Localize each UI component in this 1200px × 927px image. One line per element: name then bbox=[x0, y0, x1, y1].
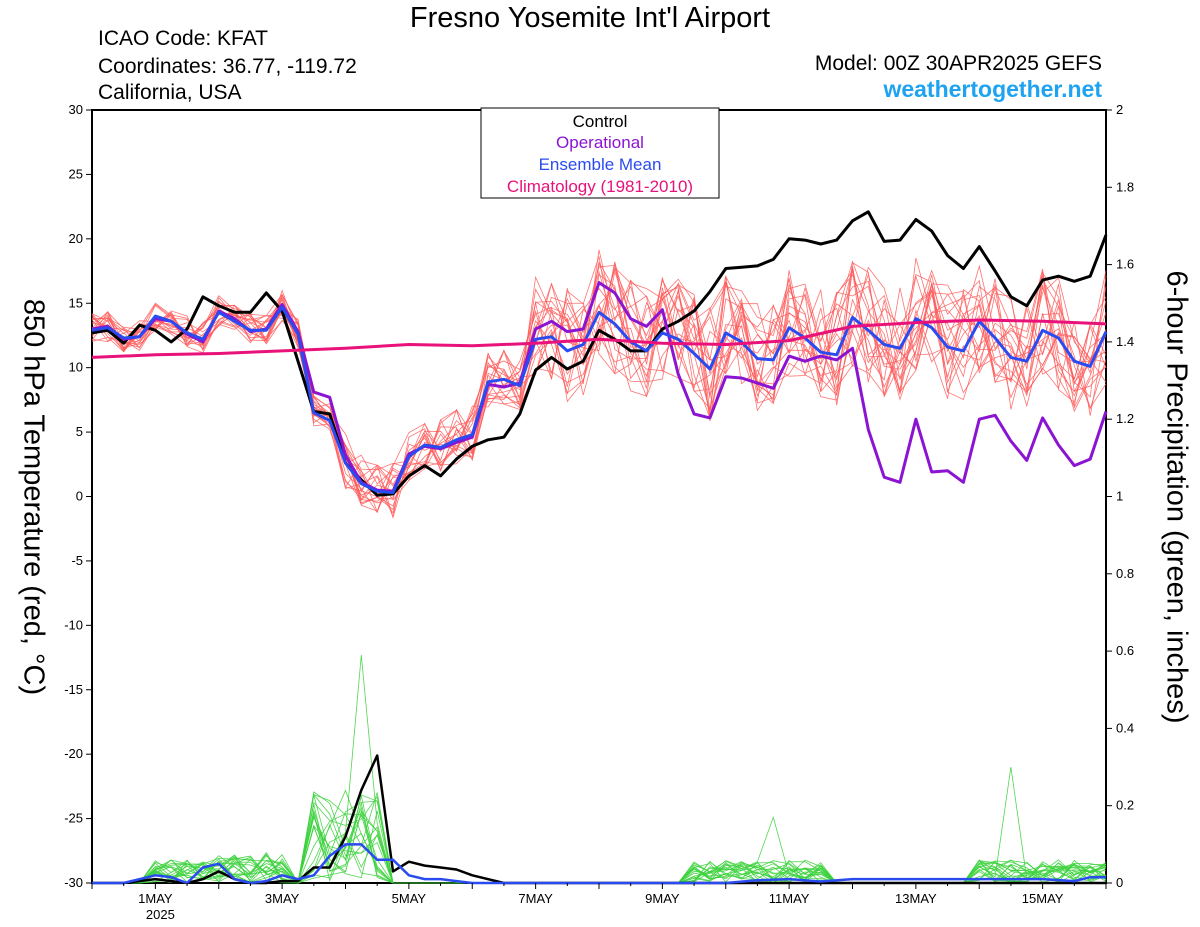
main-series bbox=[91, 210, 1108, 885]
ensemble-members-precipitation bbox=[92, 654, 1107, 885]
y-left-tick-label: -15 bbox=[64, 682, 83, 697]
y-left-tick-label: -20 bbox=[64, 746, 83, 761]
axes: 302520151050-5-10-15-20-25-3021.81.61.41… bbox=[64, 102, 1134, 922]
y-left-tick-label: -30 bbox=[64, 875, 83, 890]
precipitation-member-line bbox=[92, 812, 1107, 884]
y-left-tick-label: 20 bbox=[69, 231, 83, 246]
precipitation-member-line bbox=[92, 654, 1107, 884]
precipitation-member-line bbox=[92, 814, 1107, 884]
y-right-tick-label: 0.4 bbox=[1116, 720, 1134, 735]
y-right-tick-label: 1.2 bbox=[1116, 411, 1134, 426]
y-left-tick-label: 25 bbox=[69, 166, 83, 181]
temperature-member-line bbox=[91, 269, 1107, 491]
y-left-tick-label: -10 bbox=[64, 617, 83, 632]
y-right-tick-label: 0.8 bbox=[1116, 566, 1134, 581]
temperature-member-line bbox=[91, 261, 1107, 507]
legend-climatology: Climatology (1981-2010) bbox=[507, 177, 693, 196]
chart-title: Fresno Yosemite Int'l Airport bbox=[409, 2, 771, 34]
y-left-tick-label: 10 bbox=[69, 360, 83, 375]
x-tick-label: 1MAY bbox=[138, 891, 173, 906]
precipitation-member-line bbox=[92, 833, 1107, 884]
temperature-member-line bbox=[91, 262, 1107, 511]
ensemble-mean-temperature-line bbox=[91, 305, 1108, 495]
y-left-tick-label: 15 bbox=[69, 295, 83, 310]
precipitation-member-line bbox=[92, 810, 1107, 884]
site-link[interactable]: weathertogether.net bbox=[883, 76, 1102, 102]
y-left-tick-label: -5 bbox=[71, 553, 83, 568]
control-temperature-line bbox=[91, 210, 1108, 497]
temperature-member-line bbox=[91, 274, 1107, 498]
temperature-member-line bbox=[91, 261, 1107, 485]
y-left-tick-label: 0 bbox=[76, 489, 83, 504]
legend-ensemble-mean: Ensemble Mean bbox=[539, 155, 662, 174]
y-right-tick-label: 1.4 bbox=[1116, 334, 1134, 349]
legend-box bbox=[480, 107, 720, 199]
precipitation-member-line bbox=[92, 789, 1107, 884]
y-right-tick-label: 0 bbox=[1116, 875, 1123, 890]
y-right-tick-label: 1.8 bbox=[1116, 179, 1134, 194]
temperature-member-line bbox=[91, 264, 1107, 502]
legend-operational: Operational bbox=[556, 133, 644, 152]
ensemble-mean-precipitation-line bbox=[92, 843, 1106, 885]
y-left-tick-label: -25 bbox=[64, 811, 83, 826]
x-tick-label: 15MAY bbox=[1022, 891, 1064, 906]
legend: Control Operational Ensemble Mean Climat… bbox=[480, 107, 720, 199]
climatology-line bbox=[91, 318, 1107, 359]
temperature-member-line bbox=[91, 261, 1107, 501]
precipitation-member-line bbox=[92, 791, 1107, 884]
y-right-tick-label: 1.6 bbox=[1116, 257, 1134, 272]
y-right-tick-label: 0.2 bbox=[1116, 798, 1134, 813]
x-tick-label: 13MAY bbox=[895, 891, 937, 906]
control-precipitation-line bbox=[92, 754, 1106, 885]
coordinates: Coordinates: 36.77, -119.72 bbox=[98, 55, 357, 78]
model-run: Model: 00Z 30APR2025 GEFS bbox=[814, 52, 1102, 75]
y-right-tick-label: 1 bbox=[1116, 489, 1123, 504]
precipitation-member-line bbox=[92, 813, 1107, 884]
x-tick-label: 5MAY bbox=[392, 891, 427, 906]
y-right-tick-label: 0.6 bbox=[1116, 643, 1134, 658]
x-tick-label: 3MAY bbox=[265, 891, 300, 906]
icao-code: ICAO Code: KFAT bbox=[98, 27, 268, 50]
y-left-tick-label: 30 bbox=[69, 102, 83, 117]
y-left-tick-label: 5 bbox=[76, 424, 83, 439]
y-right-tick-label: 2 bbox=[1116, 102, 1123, 117]
x-tick-label: 9MAY bbox=[645, 891, 680, 906]
plot-frame bbox=[91, 109, 1107, 884]
x-tick-label: 11MAY bbox=[769, 891, 810, 906]
x-tick-sublabel: 2025 bbox=[146, 907, 175, 922]
temperature-member-line bbox=[91, 275, 1107, 519]
legend-control: Control bbox=[573, 112, 628, 131]
x-tick-label: 7MAY bbox=[518, 891, 553, 906]
temperature-member-line bbox=[91, 267, 1107, 500]
precipitation-member-line bbox=[92, 792, 1107, 884]
region: California, USA bbox=[98, 81, 242, 104]
temperature-member-line bbox=[91, 266, 1107, 504]
